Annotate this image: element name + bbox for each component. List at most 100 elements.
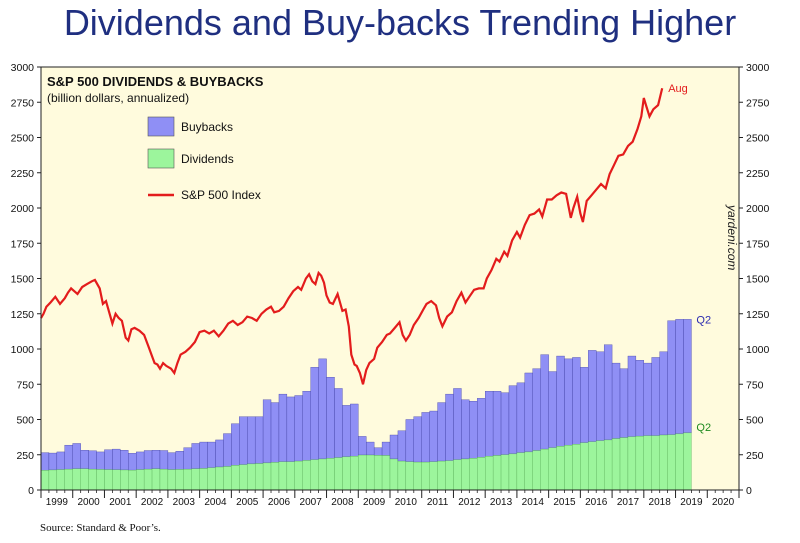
buyback-bar <box>286 396 295 462</box>
dividend-bar <box>270 462 280 491</box>
right-y-axis: 0 250 500 750 1000 1250 1500 1750 2000 2250 2500 27… <box>739 62 770 497</box>
x-tick-label: 2011 <box>427 497 449 508</box>
buyback-bar <box>40 452 50 471</box>
buyback-bar <box>413 416 422 463</box>
buyback-bar <box>540 354 549 450</box>
buyback-bar <box>56 451 65 470</box>
y-tick-label: 1250 <box>746 309 770 321</box>
x-tick-label: 2015 <box>553 497 576 508</box>
dividend-bar <box>611 438 621 491</box>
buyback-bar <box>683 319 692 434</box>
dividend-bar <box>262 462 272 491</box>
buyback-bar <box>588 350 597 442</box>
buyback-bar <box>389 434 399 460</box>
dividend-bar <box>48 469 58 491</box>
y-tick-label: 2250 <box>11 168 35 180</box>
dividend-bar <box>167 469 176 491</box>
buyback-bar <box>397 430 407 462</box>
x-tick-label: 2002 <box>141 497 164 508</box>
buyback-bar <box>215 439 224 468</box>
dividend-bar <box>500 454 510 491</box>
index-end-label: Aug <box>668 83 688 95</box>
buyback-bar <box>580 367 589 443</box>
y-tick-label: 1750 <box>11 238 35 250</box>
y-tick-label: 1250 <box>11 309 35 321</box>
buyback-bar <box>104 449 113 470</box>
dividend-bar <box>80 468 89 491</box>
dividend-bar <box>675 433 684 491</box>
source-note: Source: Standard & Poor’s. <box>40 522 161 534</box>
buyback-bar <box>675 319 684 435</box>
x-tick-label: 2004 <box>204 497 227 508</box>
y-tick-label: 3000 <box>11 62 35 74</box>
buyback-bar <box>254 416 264 464</box>
x-tick-label: 2010 <box>395 497 418 508</box>
x-tick-label: 2014 <box>522 497 545 508</box>
buyback-bar <box>659 351 668 436</box>
y-tick-label: 2500 <box>11 133 35 145</box>
buyback-bar <box>667 320 676 435</box>
y-tick-label: 0 <box>28 485 34 497</box>
dividend-bar <box>120 469 129 491</box>
x-tick-label: 2006 <box>268 497 291 508</box>
buyback-bar <box>175 451 184 470</box>
buyback-bar <box>334 388 343 458</box>
buyback-bar <box>619 368 629 438</box>
x-tick-label: 2017 <box>617 497 640 508</box>
dividend-bar <box>635 435 644 491</box>
dividend-bar <box>604 439 613 491</box>
buyback-bar <box>143 450 153 470</box>
buyback-bar <box>151 450 161 470</box>
dividend-bar <box>413 461 422 491</box>
buyback-bar <box>532 368 541 451</box>
x-tick-label: 2009 <box>363 497 386 508</box>
dividend-bar <box>278 461 288 491</box>
dividend-bar <box>477 457 486 491</box>
bar-series <box>40 319 692 491</box>
buyback-bar <box>64 444 73 470</box>
dividend-bar <box>239 464 248 491</box>
buyback-bar <box>461 399 470 460</box>
dividend-bar <box>286 461 295 491</box>
dividend-bar <box>421 461 430 491</box>
x-tick-label: 2019 <box>680 497 703 508</box>
buyback-bar <box>223 433 232 467</box>
y-tick-label: 750 <box>16 379 34 391</box>
buyback-bar <box>500 392 510 455</box>
buyback-bar <box>548 371 557 448</box>
dividend-bar <box>183 468 192 491</box>
y-tick-label: 1000 <box>11 344 35 356</box>
dividend-bar <box>564 445 573 491</box>
buyback-bar <box>366 441 375 456</box>
dividend-bar <box>627 436 637 491</box>
x-tick-label: 2020 <box>712 497 735 508</box>
dividend-bar <box>143 468 153 491</box>
buyback-bar <box>643 362 652 436</box>
dividend-bar <box>318 458 327 491</box>
dividend-bar <box>88 468 97 491</box>
dividend-bar <box>326 458 335 491</box>
chart: 0250500750100012501500175020002250250027… <box>11 62 770 508</box>
dividend-bar <box>445 460 454 491</box>
y-tick-label: 500 <box>746 415 764 427</box>
dividend-bar <box>96 469 105 491</box>
legend-index-label: S&P 500 Index <box>181 188 261 202</box>
dividend-bar <box>302 460 311 491</box>
slide-title: Dividends and Buy-backs Trending Higher <box>63 2 737 43</box>
y-tick-label: 1500 <box>11 274 35 286</box>
buyback-bar <box>556 355 565 447</box>
dividend-bar <box>580 442 589 491</box>
dividend-bar <box>461 458 470 491</box>
x-tick-label: 2012 <box>458 497 481 508</box>
dividend-bar <box>64 468 73 491</box>
buyback-bar <box>596 351 605 441</box>
x-tick-label: 2001 <box>109 497 132 508</box>
dividend-bar <box>151 468 161 491</box>
buyback-bar <box>516 382 526 453</box>
left-y-axis: 0 250 500 750 1000 1250 1500 1750 2000 2250 2500 27… <box>11 62 41 497</box>
buyback-bar <box>508 385 518 455</box>
buyback-bar <box>572 357 581 445</box>
buyback-bar <box>358 436 367 456</box>
chart-title: S&P 500 DIVIDENDS & BUYBACKS <box>47 74 264 89</box>
buyback-bar <box>167 452 177 470</box>
